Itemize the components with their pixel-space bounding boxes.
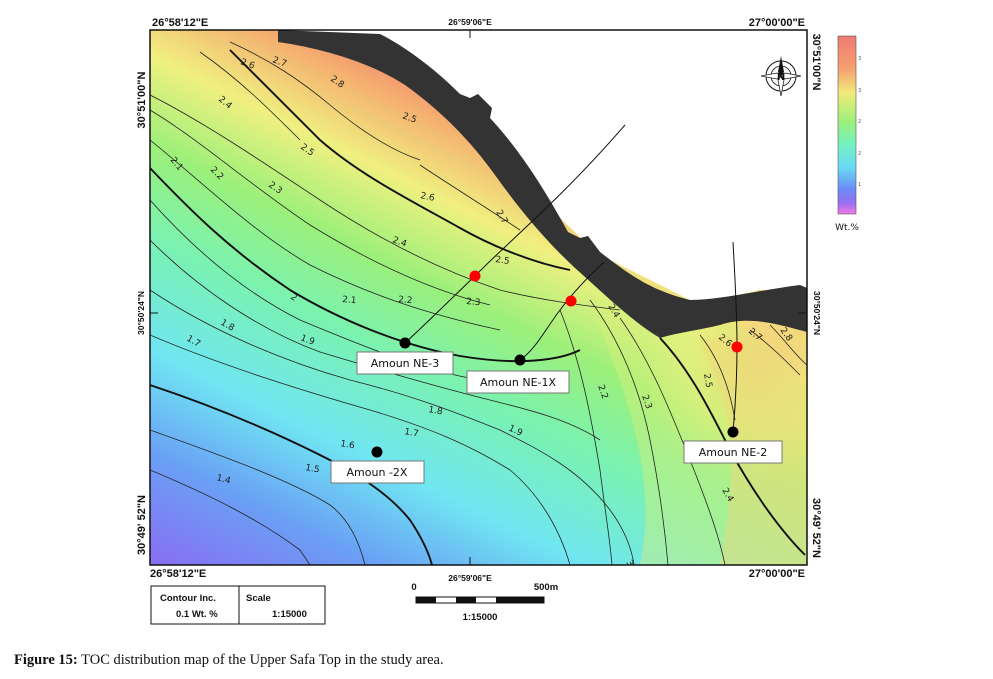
svg-text:2.2: 2.2 <box>595 384 609 401</box>
coord-right-top: 30°51'00"N <box>810 34 822 91</box>
legend-tick-label: 2 <box>858 119 861 125</box>
coord-left-top: 30°51'00"N <box>136 72 148 129</box>
coord-bottom-right: 27°00'00"E <box>749 568 805 580</box>
coord-left-mid: 30°50'24"N <box>136 291 146 335</box>
contour-inc-label: Contour Inc. <box>160 593 216 604</box>
well-labels: Amoun NE-3 Amoun NE-1X Amoun NE-2 Amoun … <box>330 351 783 484</box>
svg-text:N: N <box>777 72 785 83</box>
svg-text:2.1: 2.1 <box>342 295 357 306</box>
svg-text:2.3: 2.3 <box>466 297 481 308</box>
legend-tick-label: 2 <box>858 151 861 157</box>
svg-text:3: 3 <box>623 559 635 569</box>
color-legend: 3 3 2 2 1 Wt.% <box>835 35 861 233</box>
well-amoun-ne1x-top[interactable] <box>565 295 577 307</box>
svg-text:1.9: 1.9 <box>299 333 316 347</box>
coord-left-bottom: 30°49' 52"N <box>136 495 148 555</box>
svg-text:2.6: 2.6 <box>419 191 435 204</box>
coord-top-right: 27°00'00"E <box>749 17 805 29</box>
well-amoun-ne3-top[interactable] <box>469 270 481 282</box>
svg-text:2.2: 2.2 <box>398 295 413 306</box>
svg-text:2.7: 2.7 <box>271 55 288 69</box>
svg-text:2.5: 2.5 <box>401 111 418 125</box>
well-label-2x: Amoun -2X <box>347 466 408 479</box>
toc-map: 2.6 2.7 2.8 2.4 2.5 2.3 2.2 2.1 2.6 2.4 … <box>136 17 861 625</box>
fault-zone <box>278 30 807 338</box>
caption-prefix: Figure 15: <box>14 652 78 668</box>
well-amoun-2x[interactable] <box>371 446 383 458</box>
coord-top-mid: 26°59'06"E <box>448 17 492 27</box>
legend-tick-label: 1 <box>858 182 861 188</box>
coord-bottom-left: 26°58'12"E <box>150 568 206 580</box>
svg-text:1.7: 1.7 <box>403 427 419 439</box>
scalebar-ratio: 1:15000 <box>463 612 498 623</box>
map-coordinates: 26°58'12"E 26°59'06"E 27°00'00"E 26°58'1… <box>136 17 822 583</box>
svg-text:1.5: 1.5 <box>304 463 320 475</box>
map-area: 2.6 2.7 2.8 2.4 2.5 2.3 2.2 2.1 2.6 2.4 … <box>150 30 807 569</box>
legend-color-bar <box>837 35 857 215</box>
legend-unit: Wt.% <box>835 223 859 233</box>
svg-text:2.6: 2.6 <box>239 57 256 71</box>
scalebar-end: 500m <box>534 582 558 593</box>
legend-tick-label: 3 <box>858 88 861 94</box>
map-frame <box>149 29 808 566</box>
well-amoun-ne3-bottom[interactable] <box>399 337 411 349</box>
well-label-ne2: Amoun NE-2 <box>699 446 768 459</box>
coord-right-bottom: 30°49' 52"N <box>810 498 822 558</box>
scale-bar: 0 500m 1:15000 <box>411 582 558 623</box>
svg-text:2.5: 2.5 <box>701 373 713 389</box>
figure-caption: Figure 15: TOC distribution map of the U… <box>14 652 444 669</box>
well-label-ne1x: Amoun NE-1X <box>480 376 557 389</box>
svg-text:2.5: 2.5 <box>495 255 511 267</box>
well-markers <box>371 270 743 458</box>
well-amoun-ne2-top[interactable] <box>731 341 743 353</box>
svg-text:1.4: 1.4 <box>215 473 232 486</box>
svg-text:2.4: 2.4 <box>391 235 408 249</box>
scalebar-start: 0 <box>411 582 416 593</box>
scale-label: Scale <box>246 593 271 604</box>
compass-rose-icon: N <box>760 56 802 97</box>
svg-text:2.3: 2.3 <box>639 394 653 411</box>
well-label-ne3: Amoun NE-3 <box>371 357 440 370</box>
svg-text:1.6: 1.6 <box>339 439 355 451</box>
legend-tick-label: 3 <box>858 56 861 62</box>
svg-text:1.8: 1.8 <box>427 405 443 417</box>
coord-top-left: 26°58'12"E <box>152 17 208 29</box>
coord-bottom-mid: 26°59'06"E <box>448 573 492 583</box>
svg-text:2: 2 <box>288 292 298 303</box>
contour-inc-value: 0.1 Wt. % <box>176 609 218 620</box>
well-amoun-ne1x-bottom[interactable] <box>514 354 526 366</box>
caption-text: TOC distribution map of the Upper Safa T… <box>77 652 444 668</box>
well-amoun-ne2-bottom[interactable] <box>727 426 739 438</box>
scale-value: 1:15000 <box>272 609 307 620</box>
info-box: Contour Inc. 0.1 Wt. % Scale 1:15000 <box>150 585 326 625</box>
coord-right-mid: 30°50'24"N <box>812 291 822 335</box>
